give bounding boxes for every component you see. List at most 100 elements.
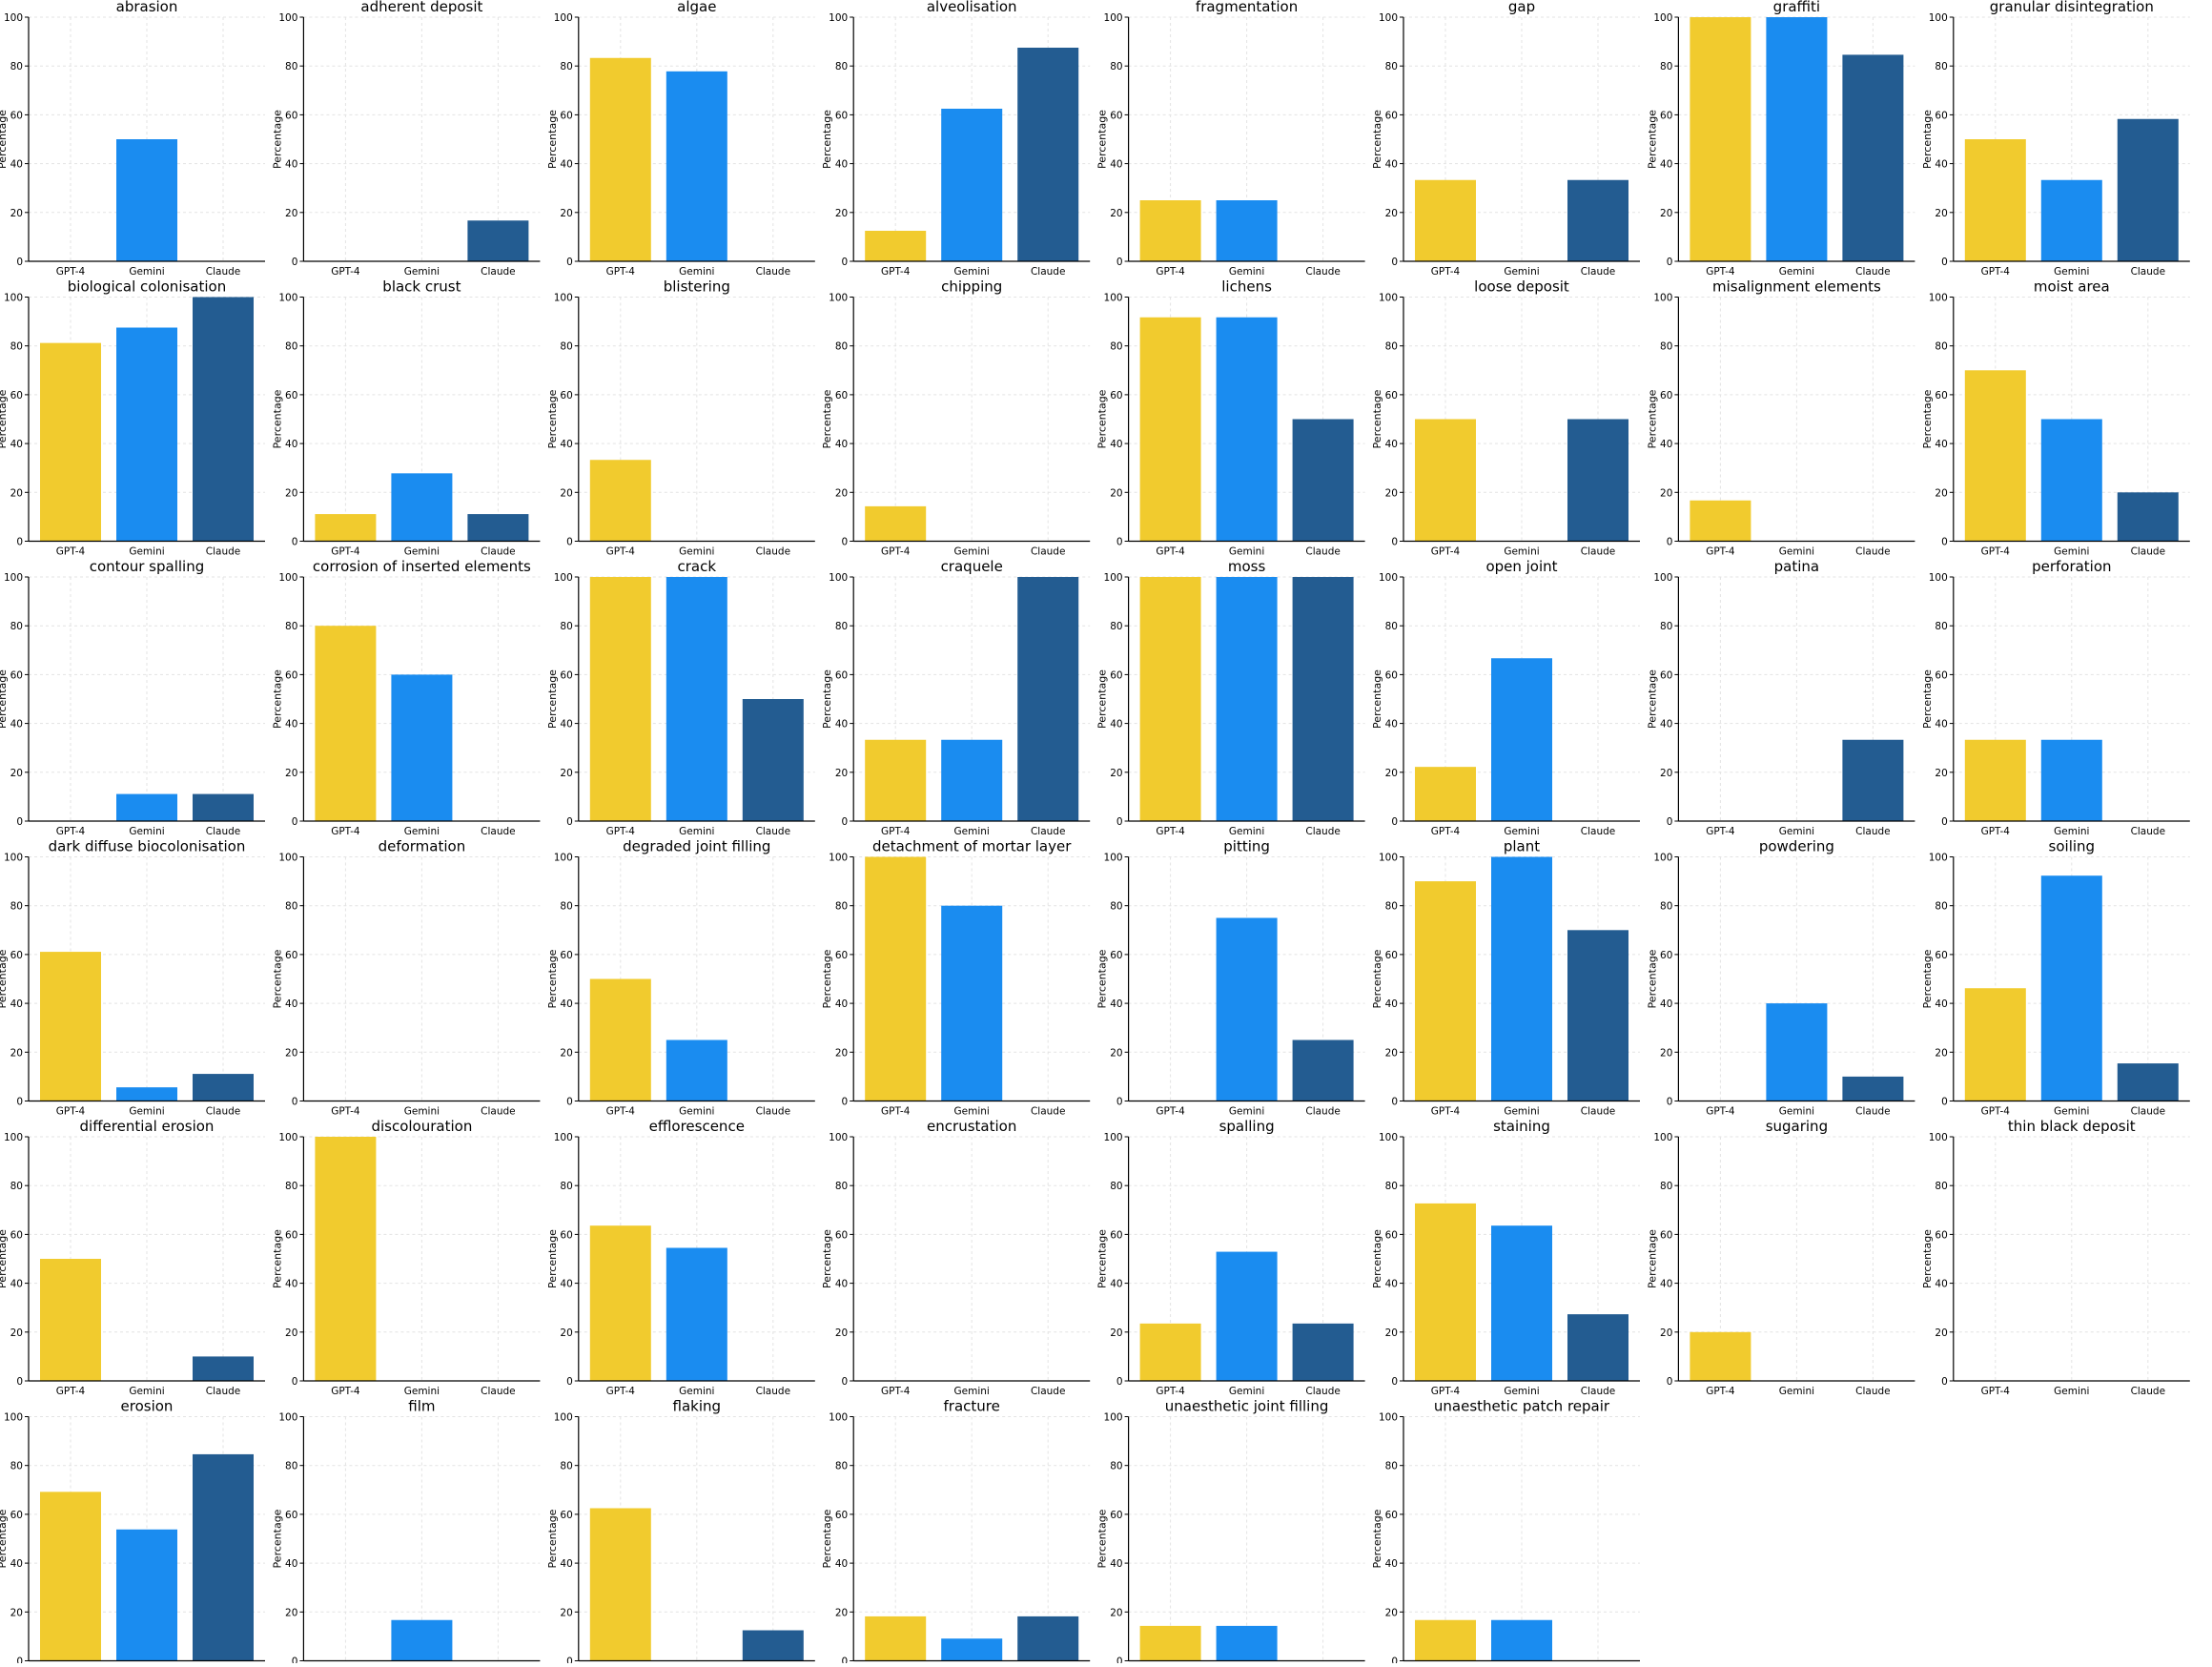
y-tick-label: 80 [1110,341,1122,353]
bar [1766,17,1828,261]
subplot: 0 20 40 60 80 100 GPT-4 Gemini Claude misalignmen… [1646,278,1915,558]
y-tick-label: 40 [835,1279,848,1290]
y-tick-label: 40 [1110,439,1122,450]
y-tick-label: 20 [285,208,297,219]
x-tick-label: Gemini [2054,1106,2089,1118]
x-tick-label: Gemini [1779,826,1814,837]
y-tick-label: 80 [835,901,848,913]
x-tick-label: Gemini [679,1386,714,1397]
bar [1567,930,1628,1101]
y-tick-label: 60 [10,1510,23,1521]
x-tick-label: GPT-4 [331,826,360,837]
y-axis-label: Percentage [821,949,833,1008]
y-tick-label: 40 [1110,719,1122,731]
subplot: 0 20 40 60 80 100 GPT-4 Gemini Claude moist area P… [1921,278,2190,558]
y-tick-label: 20 [560,1607,572,1618]
y-axis-label: Percentage [821,669,833,729]
y-tick-label: 60 [1385,1229,1398,1241]
y-tick-label: 40 [285,439,297,450]
x-tick-label: GPT-4 [606,1386,636,1397]
y-tick-label: 100 [1379,1132,1398,1143]
chart-title: black crust [382,278,461,296]
y-tick-label: 100 [278,853,297,864]
y-tick-label: 20 [10,1327,23,1339]
x-tick-label: GPT-4 [56,546,86,558]
chart-title: blistering [664,278,730,296]
y-tick-label: 0 [842,257,849,268]
y-tick-label: 60 [1660,110,1672,121]
y-tick-label: 80 [1385,61,1398,72]
x-tick-label: Gemini [1504,266,1539,278]
y-tick-label: 60 [285,1229,297,1241]
y-tick-label: 0 [842,537,849,548]
x-tick-label: GPT-4 [1981,266,2011,278]
y-tick-label: 80 [285,341,297,353]
x-tick-label: GPT-4 [1156,826,1185,837]
y-axis-label: Percentage [821,110,833,169]
y-tick-label: 100 [1379,293,1398,304]
bar [391,1619,453,1661]
x-tick-label: GPT-4 [1706,266,1735,278]
y-tick-label: 40 [1935,719,1947,731]
bar [1567,419,1628,542]
x-tick-label: Claude [756,546,790,558]
y-tick-label: 60 [1385,950,1398,961]
subplot: 0 20 40 60 80 100 GPT-4 Gemini Claude sugaring Per… [1646,1118,1915,1397]
y-axis-label: Percentage [1646,669,1658,729]
y-tick-label: 100 [829,12,848,24]
chart-title: efflorescence [649,1118,745,1135]
y-tick-label: 40 [1385,1279,1398,1290]
chart-title: soiling [2049,838,2096,855]
y-tick-label: 40 [835,159,848,171]
y-axis-label: Percentage [546,669,559,729]
x-tick-label: Claude [481,266,515,278]
x-tick-label: Gemini [954,546,990,558]
bar [116,1529,177,1661]
y-tick-label: 20 [1935,208,1947,219]
bar [1216,1625,1278,1661]
y-tick-label: 40 [10,1558,23,1570]
x-tick-label: GPT-4 [1431,266,1461,278]
x-tick-label: Gemini [404,1106,440,1118]
subplot: 0 20 40 60 80 100 GPT-4 Gemini Claude adherent de… [271,0,541,278]
y-axis-label: Percentage [1096,389,1109,448]
bar [1139,200,1201,261]
chart-title: biological colonisation [68,278,226,296]
subplot: 0 20 40 60 80 100 GPT-4 Gemini Claude staining Per… [1371,1118,1640,1397]
y-tick-label: 100 [1929,12,1948,24]
y-tick-label: 20 [1385,1327,1398,1339]
x-tick-label: Claude [481,826,515,837]
subplot: 020406080100GPT-4GeminiClaudeunaesthetic… [1096,1398,1365,1667]
y-tick-label: 40 [1110,1558,1122,1570]
subplot: 0 20 40 60 80 100 GPT-4 Gemini Claude algae Percen… [546,0,815,278]
y-tick-label: 40 [1935,159,1947,171]
y-tick-label: 100 [554,1412,573,1424]
y-tick-label: 0 [842,1657,849,1664]
x-tick-label: Gemini [129,266,164,278]
chart-title: spalling [1219,1118,1275,1135]
x-tick-label: Claude [1031,1106,1065,1118]
y-tick-label: 0 [16,816,23,828]
y-axis-label: Percentage [1921,1229,1934,1288]
y-tick-label: 80 [560,901,572,913]
subplot: 020406080100GPT-4GeminiClaudeerosionPerc… [0,1398,265,1667]
y-tick-label: 60 [1110,1229,1122,1241]
y-tick-label: 40 [1385,159,1398,171]
y-tick-label: 0 [1941,816,1948,828]
y-tick-label: 80 [1660,341,1672,353]
y-axis-label: Percentage [821,389,833,448]
y-tick-label: 60 [1385,669,1398,681]
bar [1842,54,1904,262]
y-axis-label: Percentage [821,1509,833,1568]
bar [666,71,727,261]
y-tick-label: 20 [1385,1607,1398,1618]
y-tick-label: 80 [835,1461,848,1472]
y-tick-label: 60 [10,390,23,401]
bar [1139,1625,1201,1661]
y-axis-label: Percentage [546,389,559,448]
x-tick-label: Claude [2131,1386,2165,1397]
y-tick-label: 60 [560,390,572,401]
y-axis-label: Percentage [271,1509,283,1568]
y-tick-label: 40 [1660,439,1672,450]
y-tick-label: 100 [278,1132,297,1143]
